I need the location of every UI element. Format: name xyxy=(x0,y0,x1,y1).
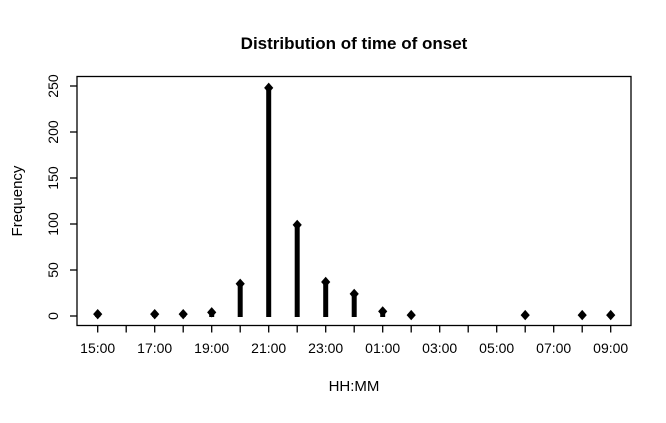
data-point xyxy=(606,309,616,321)
diamond-marker xyxy=(606,309,616,321)
x-tick-label: 01:00 xyxy=(365,340,400,356)
diamond-marker xyxy=(349,288,359,300)
data-point xyxy=(577,309,587,321)
data-point xyxy=(150,308,160,320)
diamond-marker xyxy=(577,309,587,321)
x-tick-label: 07:00 xyxy=(536,340,571,356)
x-tick-label: 23:00 xyxy=(308,340,343,356)
diamond-marker xyxy=(178,308,188,320)
diamond-marker xyxy=(378,306,388,317)
diamond-marker xyxy=(520,309,530,321)
data-marks xyxy=(93,82,616,321)
diamond-marker xyxy=(406,309,416,321)
y-tick-label: 50 xyxy=(45,262,61,278)
data-point xyxy=(264,82,274,317)
y-tick-label: 100 xyxy=(45,212,61,236)
diamond-marker xyxy=(207,307,217,318)
y-tick-label: 150 xyxy=(45,166,61,190)
data-point xyxy=(520,309,530,321)
y-tick-label: 200 xyxy=(45,120,61,144)
x-tick-label: 03:00 xyxy=(422,340,457,356)
x-tick-label: 09:00 xyxy=(593,340,628,356)
x-axis-label: HH:MM xyxy=(329,378,380,395)
data-point xyxy=(321,276,331,317)
data-point xyxy=(235,278,245,317)
data-point xyxy=(207,307,217,318)
x-tick-label: 21:00 xyxy=(251,340,286,356)
x-tick-label: 15:00 xyxy=(80,340,115,356)
plot-box xyxy=(76,75,632,327)
y-axis-label: Frequency xyxy=(9,165,26,236)
y-tick-label: 250 xyxy=(45,74,61,98)
data-point xyxy=(378,306,388,317)
diamond-marker xyxy=(292,219,302,231)
axes: 0 50 100 150 200 250 15:00 17:00 19:00 21:00 23:00… xyxy=(45,74,632,356)
data-point xyxy=(292,219,302,317)
diamond-marker xyxy=(150,308,160,320)
x-tick-label: 19:00 xyxy=(194,340,229,356)
y-tick-label: 0 xyxy=(45,312,61,320)
diamond-marker xyxy=(321,276,331,288)
data-point xyxy=(406,309,416,321)
data-point xyxy=(178,308,188,320)
x-tick-label: 17:00 xyxy=(137,340,172,356)
data-point xyxy=(349,288,359,317)
chart-title: Distribution of time of onset xyxy=(241,34,468,53)
diamond-marker xyxy=(235,278,245,289)
diamond-marker xyxy=(264,82,274,94)
diamond-marker xyxy=(93,308,103,320)
x-tick-label: 05:00 xyxy=(479,340,514,356)
data-point xyxy=(93,308,103,320)
